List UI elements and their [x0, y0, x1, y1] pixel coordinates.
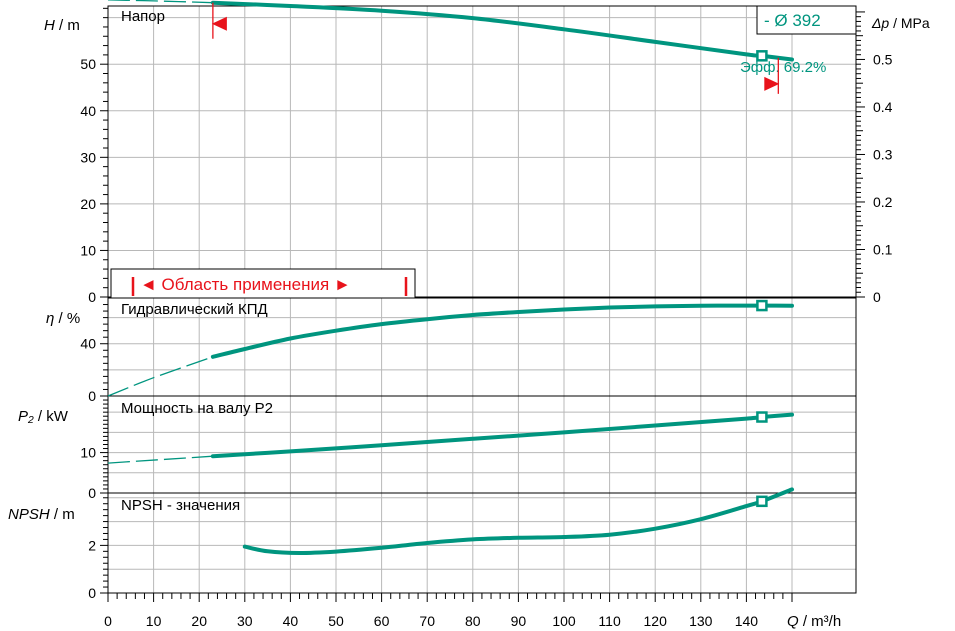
x-tick-label: 90: [511, 613, 527, 629]
head-curve: [210, 0, 794, 62]
grid-layer: [108, 6, 856, 593]
power-curve: [210, 412, 794, 459]
efficiency-annotation: Эфф. 69.2%: [740, 59, 826, 76]
x-axis-label: Q / m³/h: [787, 613, 841, 630]
x-tick-label: 130: [689, 613, 713, 629]
npsh-curve: [242, 487, 794, 556]
power-y-tick-label: 0: [88, 485, 96, 501]
npsh-ylabel: NPSH / m: [8, 506, 75, 523]
power-curve-extrapolated: [107, 455, 213, 464]
head-duty-point: [756, 50, 768, 62]
head-ylabel-var: H: [44, 17, 55, 34]
operating-range-box: [110, 268, 416, 299]
diameter-legend-text: - Ø 392: [764, 11, 821, 30]
dp-y-tick-label: 0.1: [873, 241, 893, 257]
eff-ylabel-var: η: [46, 310, 54, 327]
head-y-tick-label: 20: [80, 196, 96, 212]
x-tick-label: 120: [644, 613, 668, 629]
x-tick-label: 100: [552, 613, 576, 629]
npsh-ylabel-var: NPSH: [8, 506, 50, 523]
power-ylabel: P₂ / kW: [18, 408, 69, 425]
x-axis-unit: / m³/h: [799, 613, 842, 630]
power-duty-point: [756, 411, 768, 423]
x-tick-label: 10: [146, 613, 162, 629]
dp-y-tick-label: 0: [873, 289, 881, 305]
dp-y-tick-label: 0.4: [873, 99, 893, 115]
x-tick-label: 70: [419, 613, 435, 629]
npsh-ylabel-unit: / m: [50, 506, 75, 523]
x-axis-var: Q: [787, 613, 799, 630]
dp-y-tick-label: 0.2: [873, 194, 893, 210]
x-tick-label: 50: [328, 613, 344, 629]
x-tick-label: 60: [374, 613, 390, 629]
eff-ylabel-unit: / %: [54, 310, 80, 327]
head-curve-extrapolated: [107, 0, 213, 4]
head-y-tick-label: 30: [80, 149, 96, 165]
range-start-arrow: [211, 16, 227, 31]
eff-curve-extrapolated: [107, 356, 214, 397]
head-y-tick-label: 10: [80, 242, 96, 258]
dp-y-tick-label: 0.5: [873, 51, 893, 67]
x-tick-label: 0: [104, 613, 112, 629]
eff-y-tick-label: 40: [80, 336, 96, 352]
marker-layer: [211, 2, 780, 94]
power-ylabel-var: P₂: [18, 408, 34, 425]
dp-ylabel-var: Δp: [871, 15, 889, 31]
curve-layer: [107, 0, 794, 556]
npsh-duty-point: [756, 495, 768, 508]
eff-ylabel: η / %: [46, 310, 80, 327]
eff-panel-title: Гидравлический КПД: [121, 301, 268, 318]
x-tick-label: 30: [237, 613, 253, 629]
power-y-tick-label: 10: [80, 445, 96, 461]
dp-y-tick-label: 0.3: [873, 146, 893, 162]
dp-ylabel: Δp / MPa: [871, 15, 930, 31]
x-tick-label: 140: [735, 613, 759, 629]
npsh-y-tick-label: 0: [88, 585, 96, 601]
head-panel-frame: [107, 5, 857, 298]
x-tick-label: 40: [283, 613, 299, 629]
x-tick-label: 110: [598, 613, 621, 629]
power-ylabel-unit: / kW: [34, 408, 69, 425]
eff-y-tick-label: 0: [88, 388, 96, 404]
head-y-tick-label: 40: [80, 103, 96, 119]
head-panel-title: Напор: [121, 8, 165, 25]
eff-curve: [210, 303, 794, 359]
dp-ylabel-unit: / MPa: [889, 15, 930, 31]
range-end-arrow: [764, 76, 780, 91]
head-y-tick-label: 0: [88, 289, 96, 305]
npsh-y-tick-label: 2: [88, 537, 96, 553]
power-panel-title: Мощность на валу P2: [121, 400, 273, 417]
npsh-panel-title: NPSH - значения: [121, 497, 240, 514]
x-tick-label: 80: [465, 613, 481, 629]
diameter-legend-box: [756, 5, 857, 35]
head-ylabel: H / m: [44, 17, 80, 34]
eff-duty-point: [756, 299, 768, 312]
operating-range-text: ◄ Область применения ►: [140, 275, 351, 294]
x-tick-label: 20: [191, 613, 207, 629]
head-ylabel-unit: / m: [55, 17, 80, 34]
head-y-tick-label: 50: [80, 56, 96, 72]
